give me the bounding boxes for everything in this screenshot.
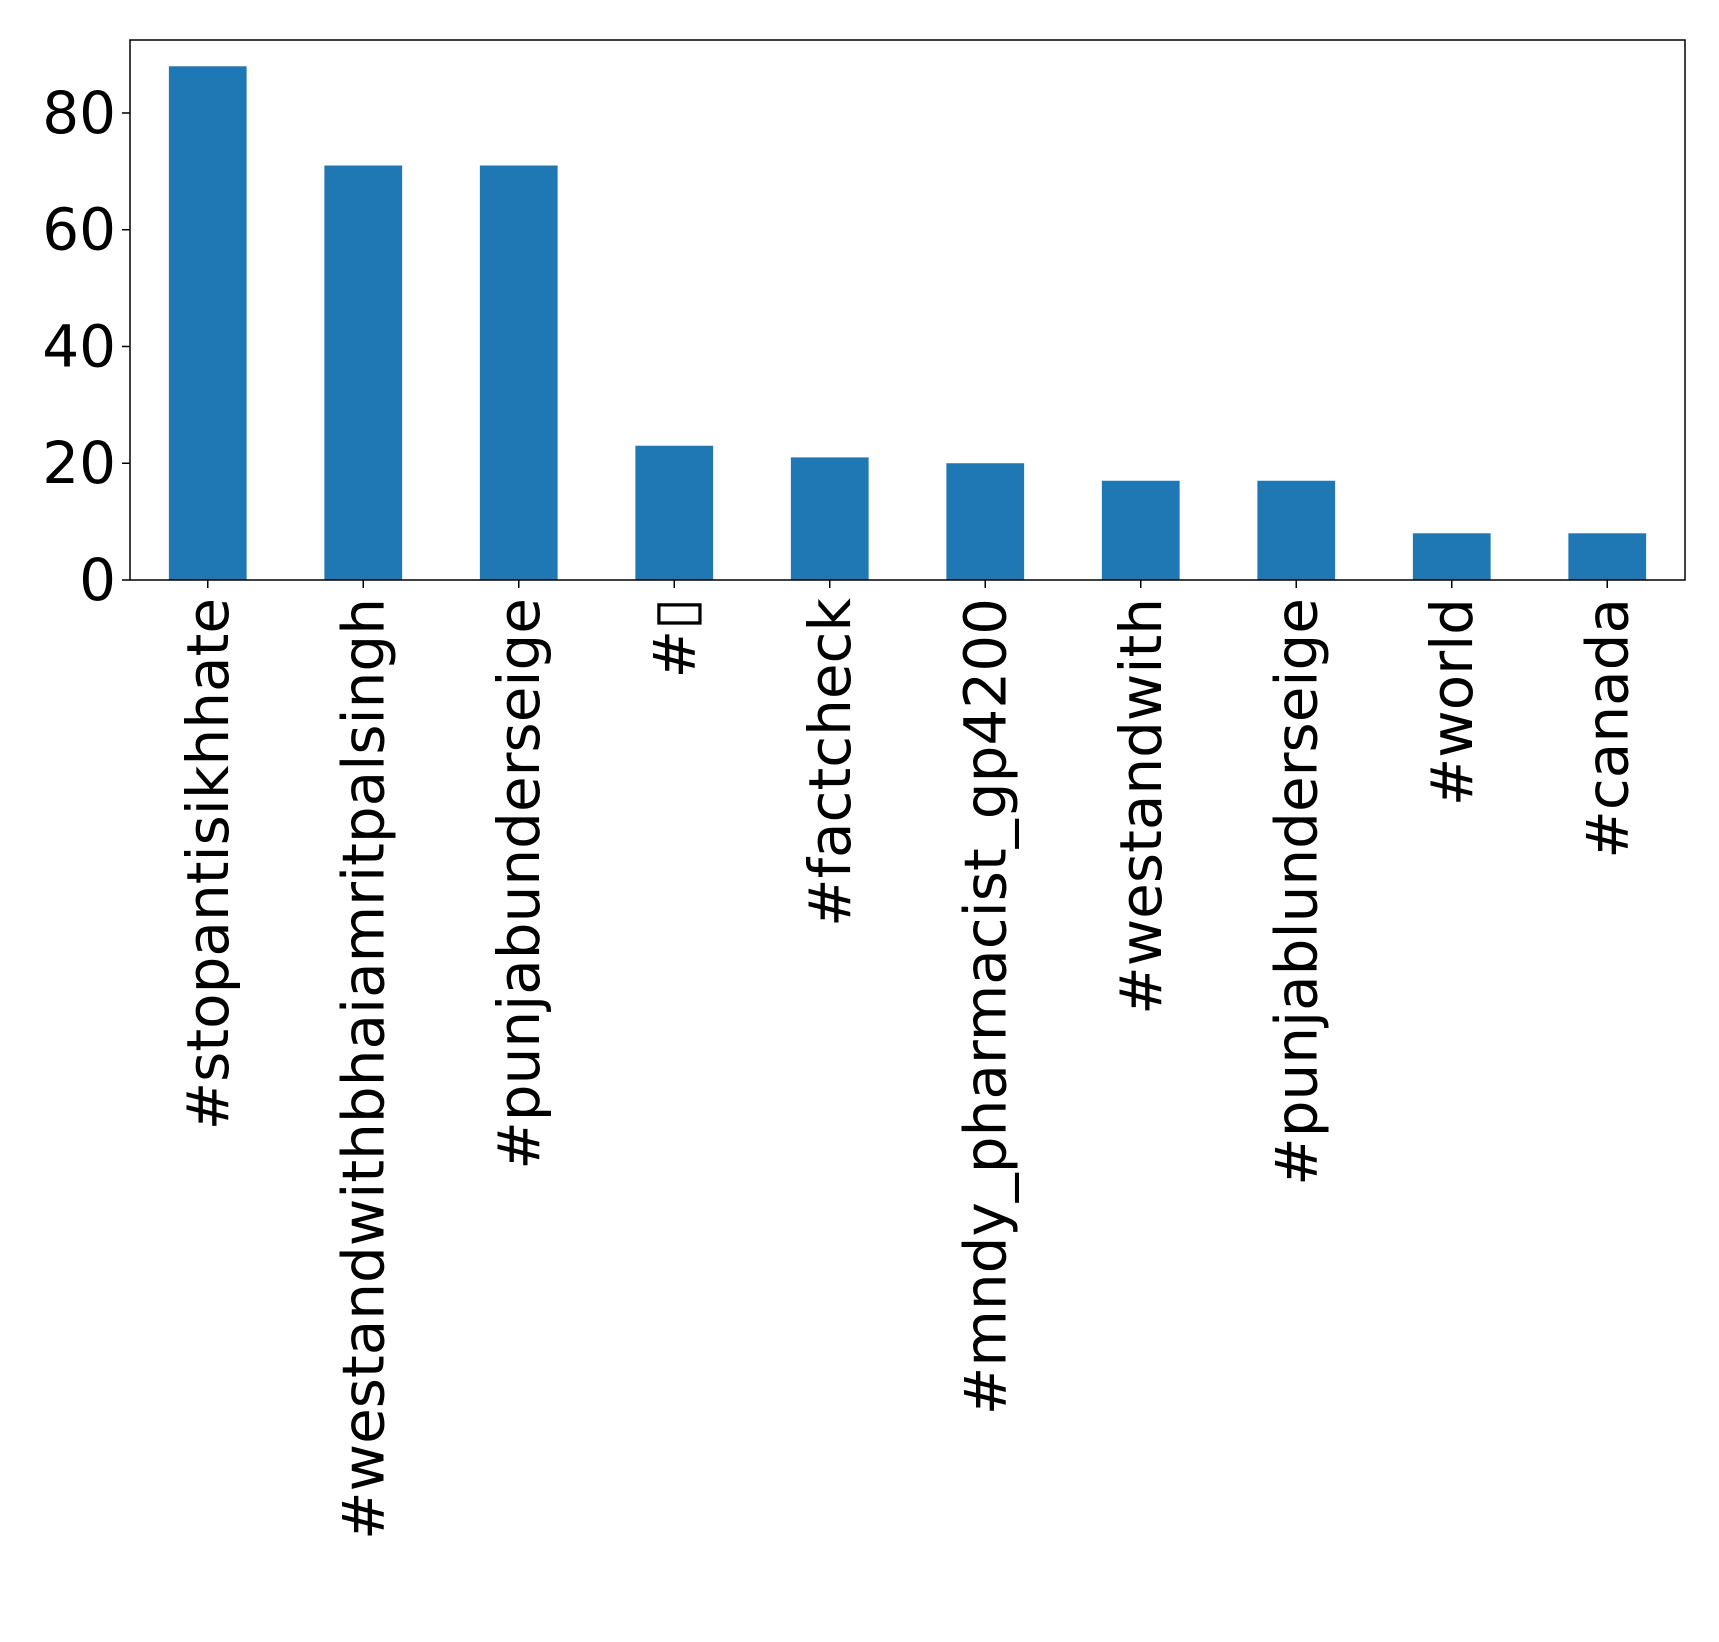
bar-5 — [790, 457, 869, 580]
bar-7 — [1101, 480, 1180, 580]
x-tick-label: #▯ — [640, 598, 708, 679]
x-tick-label: #world — [1418, 598, 1486, 806]
bar-9 — [1412, 533, 1491, 580]
y-tick-label: 80 — [42, 79, 116, 147]
bar-2 — [324, 165, 403, 580]
y-tick-label: 40 — [42, 312, 116, 380]
x-tick-label: #westandwith — [1107, 598, 1175, 1015]
x-tick-label: #westandwithbhaiamritpalsingh — [329, 598, 397, 1540]
bar-4 — [635, 445, 714, 580]
x-tick-label: #punjablunderseige — [1262, 598, 1330, 1186]
y-tick-label: 0 — [79, 546, 116, 614]
axes-frame — [129, 39, 1686, 581]
bar-1 — [168, 66, 247, 581]
y-axis: 0 20 40 60 80 — [42, 79, 130, 614]
x-tick-label: #mndy_pharmacist_gp4200 — [951, 598, 1019, 1415]
bar-8 — [1257, 480, 1336, 580]
x-tick-label: #stopantisikhhate — [174, 598, 242, 1130]
bar-10 — [1568, 533, 1647, 580]
x-tick-label: #punjabunderseige — [485, 598, 553, 1170]
x-tick-label: #canada — [1573, 598, 1641, 859]
y-tick-label: 60 — [42, 196, 116, 264]
y-tick-label: 20 — [42, 429, 116, 497]
bar-6 — [946, 463, 1025, 580]
x-tick-label: #factcheck — [796, 598, 864, 927]
bar-3 — [479, 165, 558, 580]
plot-area — [168, 66, 1647, 581]
x-axis: #stopantisikhhate #westandwithbhaiamritpa… — [174, 580, 1641, 1540]
